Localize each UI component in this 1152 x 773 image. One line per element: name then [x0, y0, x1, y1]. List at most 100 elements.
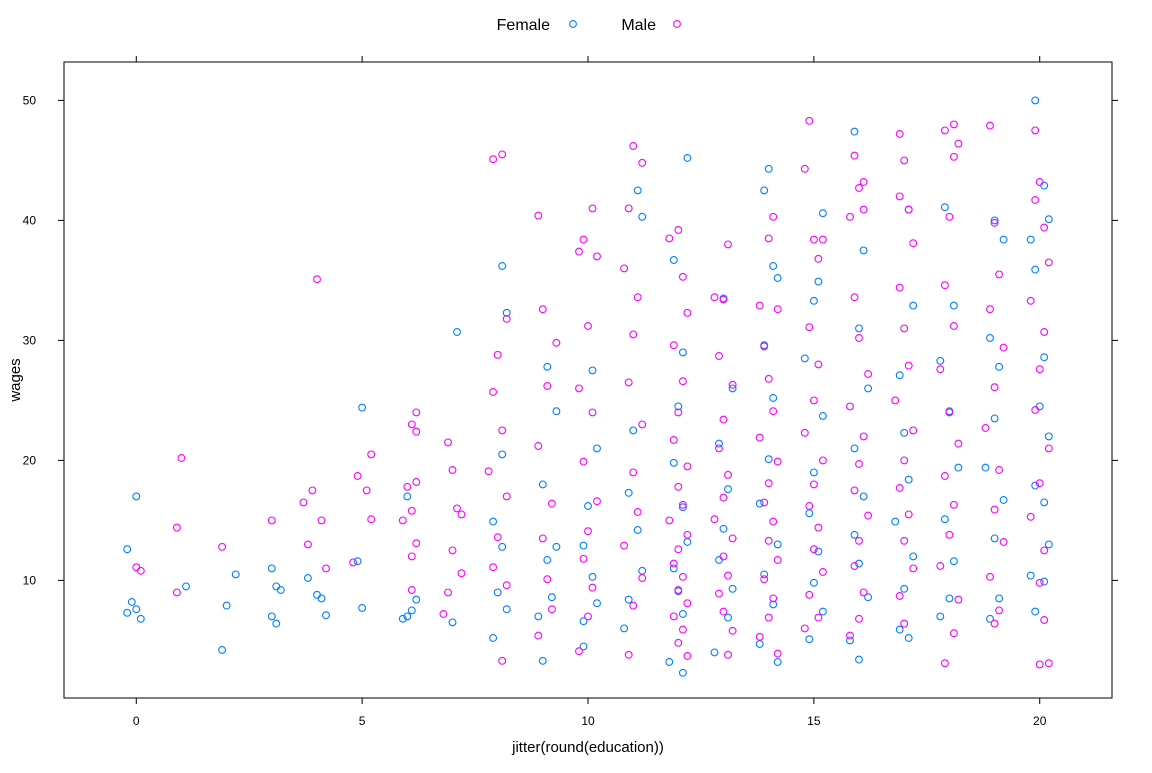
data-point-female	[498, 450, 507, 459]
data-point-male	[674, 408, 683, 417]
data-point-female	[498, 542, 507, 551]
data-point-female	[272, 582, 281, 591]
data-point-female	[850, 127, 859, 136]
data-point-male	[678, 500, 687, 509]
data-point-male	[620, 264, 629, 273]
data-point-female	[1026, 235, 1035, 244]
data-point-male	[1035, 660, 1044, 669]
data-point-male	[444, 588, 452, 597]
data-point-male	[398, 516, 407, 525]
data-point-female	[728, 584, 737, 593]
data-point-male	[954, 139, 963, 148]
data-point-female	[678, 503, 687, 512]
data-points	[123, 96, 1053, 677]
data-point-male	[818, 568, 827, 576]
data-point-male	[809, 396, 818, 405]
data-point-female	[353, 557, 362, 566]
data-point-male	[638, 158, 647, 167]
data-point-female	[358, 604, 367, 612]
data-point-male	[859, 432, 868, 441]
data-point-female	[814, 277, 823, 286]
axis-ticks: 0 5 10 15 20 10 20 30 40 50	[23, 56, 1118, 728]
data-point-female	[403, 492, 412, 501]
data-point-female	[412, 595, 421, 604]
data-point-male	[995, 466, 1004, 474]
data-point-male	[629, 142, 638, 150]
data-point-female	[1044, 215, 1053, 224]
y-tick-label: 50	[23, 93, 37, 107]
data-point-male	[999, 343, 1008, 352]
data-point-male	[448, 546, 457, 555]
data-point-male	[859, 205, 868, 214]
data-point-male	[940, 126, 949, 135]
data-point-female	[859, 246, 868, 255]
data-point-male	[949, 120, 958, 129]
data-point-male	[303, 540, 312, 549]
data-point-male	[715, 444, 723, 453]
data-point-female	[999, 496, 1008, 504]
data-point-female	[900, 428, 909, 437]
data-point-male	[403, 482, 412, 491]
data-point-female	[909, 552, 918, 561]
data-point-male	[764, 234, 773, 243]
data-point-male	[864, 370, 873, 378]
data-point-female	[593, 444, 601, 453]
data-point-male	[674, 638, 683, 647]
data-point-male	[719, 415, 728, 424]
data-point-female	[669, 458, 678, 467]
data-point-male	[855, 460, 863, 468]
data-point-female	[755, 499, 764, 508]
data-point-male	[1035, 365, 1044, 374]
data-point-male	[805, 590, 814, 599]
data-point-male	[1035, 578, 1044, 587]
data-point-female	[1035, 402, 1044, 411]
data-point-female	[769, 262, 778, 270]
data-point-male	[633, 293, 642, 302]
data-point-male	[855, 614, 863, 623]
data-point-female	[990, 216, 999, 225]
data-point-male	[940, 659, 949, 668]
data-point-male	[367, 515, 376, 524]
data-point-male	[502, 581, 511, 590]
data-point-female	[638, 566, 647, 575]
data-point-male	[818, 456, 827, 465]
data-point-female	[773, 540, 782, 549]
data-point-male	[773, 556, 782, 564]
data-point-male	[575, 647, 583, 656]
data-point-female	[818, 607, 827, 616]
data-point-female	[940, 515, 949, 524]
data-point-male	[814, 613, 823, 622]
data-point-male	[584, 527, 592, 536]
data-point-female	[398, 614, 407, 623]
data-point-female	[769, 600, 778, 609]
data-point-male	[728, 626, 737, 635]
data-point-female	[986, 614, 994, 623]
y-tick-label: 20	[23, 453, 37, 467]
data-point-male	[308, 486, 317, 495]
data-point-male	[995, 270, 1004, 279]
data-point-male	[805, 323, 814, 332]
legend-label-male: Male	[621, 17, 656, 34]
data-point-female	[584, 502, 592, 510]
data-point-male	[502, 492, 511, 501]
data-point-male	[1044, 444, 1053, 453]
data-point-female	[502, 308, 511, 317]
data-point-male	[543, 575, 552, 584]
data-point-female	[864, 593, 873, 602]
data-point-female	[1031, 481, 1040, 490]
data-point-male	[444, 438, 452, 447]
data-point-male	[859, 588, 868, 597]
data-point-male	[719, 493, 728, 502]
data-point-female	[895, 625, 904, 634]
data-point-female	[267, 564, 276, 573]
data-point-male	[990, 619, 999, 628]
data-point-male	[949, 152, 958, 161]
data-point-female	[132, 492, 141, 501]
data-point-female	[809, 578, 818, 587]
data-point-female	[538, 656, 547, 665]
data-point-male	[1040, 223, 1049, 232]
data-point-male	[724, 470, 732, 479]
data-point-male	[575, 384, 583, 393]
data-point-male	[728, 534, 737, 543]
data-point-male	[814, 360, 823, 369]
